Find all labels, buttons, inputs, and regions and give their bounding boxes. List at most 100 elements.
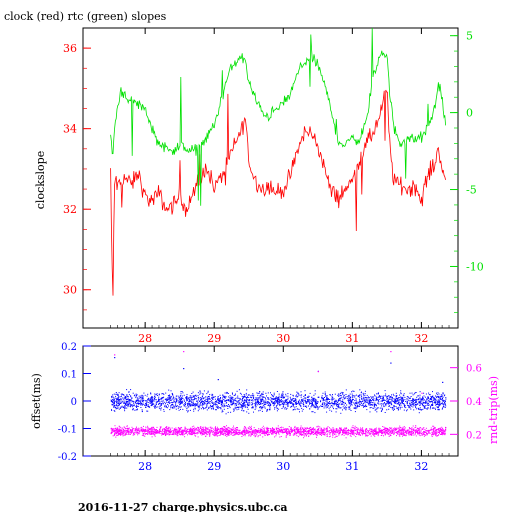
scatter-point bbox=[395, 397, 397, 399]
offset-panel: 28 29 30 31 32 0.20.10-0.1-0.2 0.60.40.2 off… bbox=[30, 342, 500, 473]
scatter-point bbox=[403, 404, 405, 406]
scatter-point bbox=[429, 398, 431, 399]
scatter-point bbox=[168, 432, 170, 434]
scatter-point bbox=[427, 433, 429, 434]
scatter-point bbox=[255, 401, 257, 403]
scatter-point bbox=[126, 425, 128, 427]
scatter-point bbox=[281, 395, 283, 397]
scatter-point bbox=[419, 409, 421, 411]
scatter-point bbox=[259, 398, 261, 400]
scatter-point bbox=[264, 404, 265, 406]
scatter-point bbox=[148, 404, 149, 406]
scatter-point bbox=[115, 404, 117, 406]
scatter-point bbox=[216, 433, 218, 435]
scatter-point bbox=[411, 400, 413, 402]
scatter-point bbox=[386, 395, 388, 397]
scatter-point bbox=[111, 396, 113, 398]
scatter-point bbox=[122, 433, 124, 435]
scatter-point bbox=[361, 432, 363, 434]
scatter-point bbox=[402, 396, 404, 398]
scatter-point bbox=[344, 402, 346, 404]
scatter-point bbox=[279, 431, 281, 433]
scatter-point bbox=[356, 407, 358, 409]
scatter-point bbox=[372, 402, 374, 404]
scatter-point bbox=[145, 404, 147, 406]
scatter-point bbox=[354, 400, 356, 402]
scatter-point bbox=[409, 407, 411, 409]
scatter-point bbox=[154, 429, 156, 430]
scatter-point bbox=[338, 395, 340, 397]
scatter-point bbox=[283, 429, 285, 431]
scatter-point bbox=[353, 427, 355, 429]
scatter-point bbox=[386, 432, 388, 433]
scatter-point bbox=[356, 404, 358, 406]
scatter-point bbox=[337, 406, 339, 408]
scatter-point bbox=[344, 427, 346, 429]
scatter-point bbox=[272, 399, 274, 400]
scatter-point bbox=[261, 406, 263, 408]
scatter-point bbox=[178, 409, 180, 411]
scatter-point bbox=[223, 403, 225, 405]
scatter-point bbox=[413, 403, 415, 405]
scatter-point bbox=[125, 402, 127, 404]
scatter-point bbox=[117, 399, 119, 401]
scatter-point bbox=[159, 426, 161, 428]
scatter-point bbox=[235, 407, 237, 409]
scatter-point bbox=[289, 432, 291, 434]
scatter-point bbox=[290, 431, 292, 433]
scatter-point bbox=[358, 405, 360, 407]
scatter-point bbox=[200, 431, 202, 433]
scatter-point bbox=[395, 396, 397, 397]
scatter-point bbox=[306, 399, 308, 400]
scatter-point bbox=[136, 428, 138, 430]
scatter-point bbox=[232, 435, 234, 436]
scatter-point bbox=[259, 433, 261, 435]
scatter-point bbox=[349, 393, 351, 395]
scatter-point bbox=[192, 396, 194, 398]
scatter-point bbox=[122, 397, 124, 399]
scatter-point bbox=[406, 410, 407, 412]
scatter-point bbox=[132, 392, 134, 394]
scatter-point bbox=[305, 401, 307, 403]
scatter-point bbox=[197, 397, 199, 399]
scatter-point bbox=[427, 397, 429, 398]
scatter-point bbox=[213, 402, 215, 404]
scatter-point bbox=[398, 432, 400, 434]
scatter-point bbox=[415, 426, 417, 428]
scatter-point bbox=[287, 395, 289, 397]
scatter-point bbox=[233, 400, 235, 402]
scatter-point bbox=[355, 398, 357, 400]
scatter-point bbox=[208, 432, 210, 434]
scatter-point bbox=[225, 402, 227, 404]
scatter-point bbox=[222, 432, 224, 434]
scatter-point bbox=[198, 405, 200, 407]
scatter-point bbox=[362, 399, 364, 401]
scatter-point bbox=[244, 406, 246, 408]
scatter-point bbox=[271, 431, 273, 432]
scatter-point bbox=[181, 395, 183, 397]
scatter-point bbox=[171, 402, 173, 404]
scatter-point bbox=[234, 397, 236, 399]
scatter-point bbox=[423, 429, 425, 431]
scatter-point bbox=[282, 431, 284, 433]
scatter-point bbox=[157, 430, 159, 432]
scatter-point bbox=[411, 431, 412, 433]
scatter-point bbox=[150, 397, 152, 399]
scatter-point bbox=[426, 401, 428, 403]
scatter-point bbox=[372, 433, 374, 435]
scatter-point bbox=[186, 394, 188, 396]
scatter-point bbox=[440, 403, 442, 405]
scatter-point bbox=[130, 401, 132, 403]
scatter-point bbox=[393, 430, 394, 432]
scatter-point bbox=[432, 428, 434, 430]
scatter-point bbox=[393, 395, 395, 397]
scatter-point bbox=[417, 428, 419, 430]
scatter-point bbox=[410, 434, 412, 436]
scatter-point bbox=[136, 397, 138, 399]
scatter-point bbox=[361, 391, 362, 393]
scatter-point bbox=[255, 405, 257, 407]
scatter-point bbox=[431, 405, 433, 406]
scatter-point bbox=[268, 401, 269, 403]
scatter-point bbox=[147, 433, 149, 435]
scatter-point bbox=[366, 434, 368, 436]
